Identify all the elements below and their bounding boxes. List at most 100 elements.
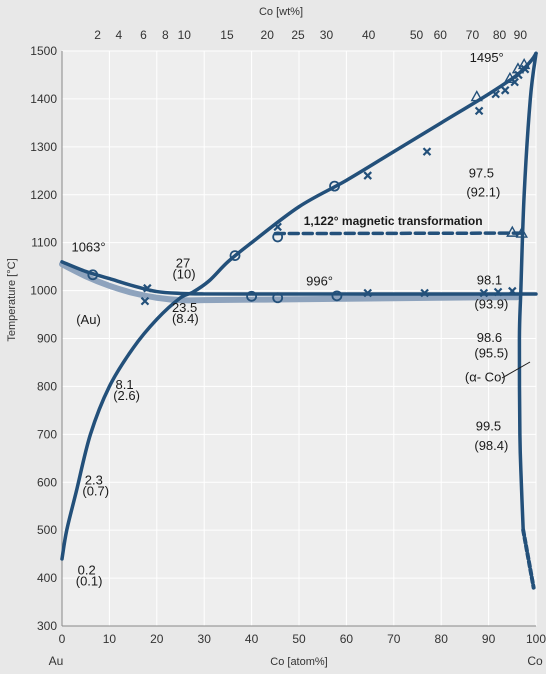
x-axis-left-end-label: Au bbox=[49, 654, 64, 668]
top-tick-label: 50 bbox=[410, 28, 424, 42]
annotation-label: (8.4) bbox=[172, 311, 199, 326]
annotation-label: 27 bbox=[176, 256, 190, 271]
top-tick-label: 90 bbox=[514, 28, 528, 42]
annotation-label: (Au) bbox=[76, 312, 101, 327]
y-tick-label: 800 bbox=[37, 379, 57, 393]
annotation-label: 8.1 bbox=[116, 377, 134, 392]
series-solidus-au-side bbox=[59, 261, 521, 304]
marker-cross bbox=[491, 89, 500, 99]
x-tick-label: 40 bbox=[245, 632, 259, 646]
top-tick-label: 80 bbox=[493, 28, 507, 42]
annotation-label: 996° bbox=[306, 273, 333, 288]
y-tick-label: 700 bbox=[37, 427, 57, 441]
x-tick-label: 20 bbox=[150, 632, 164, 646]
marker-triangle bbox=[515, 226, 528, 238]
marker-cross bbox=[508, 286, 517, 296]
top-axis-title: Co [wt%] bbox=[259, 6, 303, 18]
marker-cross bbox=[479, 288, 489, 298]
top-tick-label: 30 bbox=[320, 28, 334, 42]
marker-cross bbox=[363, 171, 373, 180]
series-solvus-curve bbox=[60, 51, 538, 561]
annotation-label: 97.5 bbox=[469, 166, 494, 181]
marker-cross bbox=[493, 287, 503, 297]
marker-cross bbox=[363, 288, 373, 298]
annotation-label: (α- Co) bbox=[465, 370, 506, 385]
y-tick-label: 1100 bbox=[31, 236, 57, 250]
annotation-label: (2.6) bbox=[113, 388, 140, 403]
top-tick-label: 4 bbox=[116, 28, 123, 42]
y-axis-title: Temperature [°C] bbox=[6, 258, 18, 341]
top-tick-label: 10 bbox=[178, 28, 192, 42]
x-tick-label: 100 bbox=[526, 632, 546, 646]
annotation-group: 1063°27(10) 996°23.5(8.4)(Au)8.1(2.6)2.3(… bbox=[71, 50, 531, 588]
axes: 0 10 20 30 40 50 60 70 80 90 100 300 400 500 600 700 800… bbox=[30, 28, 546, 646]
top-tick-label: 6 bbox=[140, 28, 147, 42]
top-tick-label: 2 bbox=[94, 28, 101, 42]
annotation-label: 1,122° magnetic transformation bbox=[304, 214, 483, 228]
y-tick-label: 600 bbox=[37, 475, 57, 489]
x-tick-label: 90 bbox=[482, 632, 496, 646]
marker-triangle bbox=[517, 57, 531, 70]
annotation-label: 1495° bbox=[470, 50, 504, 65]
annotation-label: 98.1 bbox=[477, 272, 502, 287]
marker-cross bbox=[273, 222, 282, 232]
x-tick-label: 30 bbox=[198, 632, 212, 646]
top-tick-label: 8 bbox=[162, 28, 169, 42]
annotation-label: (92.1) bbox=[466, 185, 500, 200]
y-tick-label: 1200 bbox=[30, 188, 57, 202]
marker-circle bbox=[246, 290, 258, 302]
marker-cross bbox=[143, 283, 152, 293]
marker-circle bbox=[329, 180, 340, 192]
x-tick-label: 70 bbox=[387, 632, 401, 646]
annotation-label: (98.4) bbox=[474, 438, 508, 453]
annotation-label: (0.7) bbox=[82, 484, 109, 499]
top-tick-label: 40 bbox=[362, 28, 376, 42]
alpha-co-leader-line bbox=[501, 361, 531, 379]
y-tick-label: 900 bbox=[37, 332, 57, 346]
marker-cross bbox=[140, 296, 150, 306]
annotation-label: (0.1) bbox=[76, 573, 103, 588]
annotation-label: 0.2 bbox=[78, 562, 96, 577]
series-liquidus-au-side bbox=[60, 260, 538, 296]
marker-circle bbox=[272, 292, 284, 304]
y-tick-label: 1300 bbox=[30, 140, 57, 154]
y-tick-label: 1500 bbox=[30, 44, 57, 58]
marker-cross bbox=[500, 86, 510, 95]
annotation-label: (10) bbox=[172, 267, 195, 282]
annotation-label: 98.6 bbox=[477, 330, 502, 345]
series-group bbox=[59, 51, 538, 590]
marker-circle bbox=[331, 290, 343, 302]
x-tick-label: 50 bbox=[292, 632, 306, 646]
top-tick-label: 25 bbox=[291, 28, 305, 42]
x-tick-label: 10 bbox=[103, 632, 117, 646]
annotation-label: 1063° bbox=[71, 239, 105, 254]
marker-circle bbox=[272, 231, 284, 243]
marker-circle bbox=[87, 269, 99, 281]
marker-circle bbox=[229, 250, 241, 262]
marker-cross bbox=[474, 106, 484, 116]
y-tick-label: 400 bbox=[37, 571, 57, 585]
y-tick-label: 300 bbox=[37, 619, 57, 633]
annotation-label: (93.9) bbox=[474, 296, 508, 311]
marker-triangle bbox=[503, 71, 517, 84]
marker-cross bbox=[422, 147, 432, 156]
marker-group bbox=[87, 57, 531, 306]
series-co-solvus-curve bbox=[517, 51, 538, 532]
top-tick-label: 70 bbox=[466, 28, 480, 42]
top-tick-label: 60 bbox=[434, 28, 448, 42]
x-axis-title: Co [atom%] bbox=[270, 656, 327, 668]
annotation-label: 23.5 bbox=[172, 300, 197, 315]
marker-triangle bbox=[470, 90, 483, 102]
marker-triangle bbox=[506, 225, 519, 237]
x-tick-label: 0 bbox=[59, 632, 66, 646]
series-co-solvus-extension bbox=[521, 528, 536, 590]
grid bbox=[61, 50, 537, 627]
y-tick-label: 1400 bbox=[30, 92, 57, 106]
y-tick-label: 1000 bbox=[30, 284, 57, 298]
annotation-label: 99.5 bbox=[476, 419, 501, 434]
x-tick-label: 60 bbox=[340, 632, 354, 646]
top-tick-label: 20 bbox=[261, 28, 275, 42]
top-tick-label: 15 bbox=[220, 28, 234, 42]
y-tick-label: 500 bbox=[37, 523, 57, 537]
